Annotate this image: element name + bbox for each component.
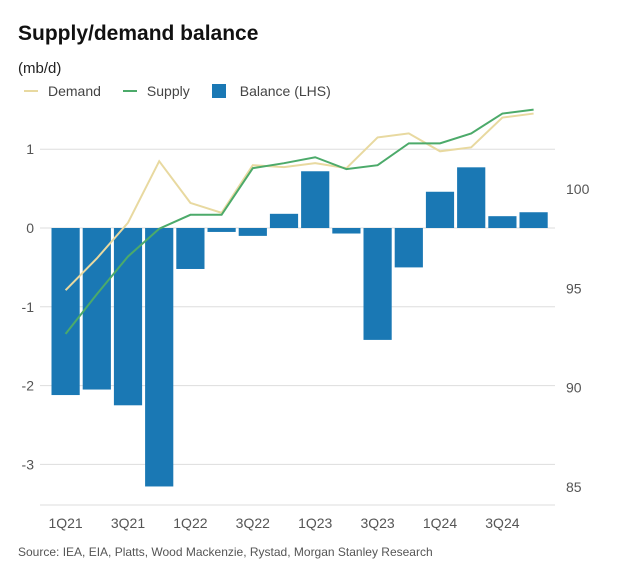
balance-bar (332, 228, 361, 234)
x-tick-label: 3Q24 (485, 515, 519, 531)
chart-title: Supply/demand balance (18, 22, 259, 45)
legend-item-supply: Supply (122, 83, 190, 99)
balance-bar (269, 213, 299, 228)
balance-bar (145, 228, 174, 487)
demand-swatch (24, 90, 38, 92)
balance-bar (394, 228, 423, 268)
balance-bar (51, 228, 80, 396)
balance-bar (176, 228, 205, 269)
right-tick-label: 90 (566, 380, 582, 396)
legend-item-demand: Demand (24, 83, 101, 99)
left-tick-label: -3 (22, 456, 35, 472)
x-tick-label: 3Q23 (360, 515, 394, 531)
left-tick-label: 0 (26, 220, 34, 236)
balance-bar (425, 191, 455, 228)
balance-bar (363, 228, 392, 340)
source-note: Source: IEA, EIA, Platts, Wood Mackenzie… (18, 545, 433, 559)
balance-bar (301, 171, 330, 228)
legend-label: Supply (146, 83, 190, 99)
unit-label: (mb/d) (18, 60, 62, 77)
legend-label: Demand (48, 83, 101, 99)
x-tick-label: 3Q21 (111, 515, 145, 531)
left-tick-label: -2 (22, 378, 35, 394)
balance-bar (207, 228, 236, 232)
demand-line (64, 112, 534, 291)
supply-swatch (122, 90, 137, 92)
right-tick-label: 85 (566, 479, 582, 495)
balance-bar (519, 212, 548, 228)
legend-label: Balance (LHS) (239, 83, 331, 99)
balance-bar (82, 228, 111, 390)
x-tick-label: 1Q23 (298, 515, 332, 531)
right-tick-label: 95 (566, 280, 582, 296)
supply-line (64, 108, 534, 335)
balance-bar (238, 228, 267, 236)
x-tick-label: 3Q22 (236, 515, 270, 531)
balance-bar (457, 167, 486, 228)
balance-bar (113, 228, 143, 406)
balance-bar (488, 216, 517, 228)
left-tick-label: 1 (26, 141, 34, 157)
right-tick-label: 100 (566, 181, 590, 197)
x-tick-label: 1Q21 (48, 515, 82, 531)
balance-swatch (211, 84, 226, 98)
legend: Demand Supply Balance (LHS) (24, 83, 353, 99)
x-tick-label: 1Q24 (423, 515, 457, 531)
x-tick-label: 1Q22 (173, 515, 207, 531)
legend-item-balance: Balance (LHS) (211, 83, 331, 99)
left-tick-label: -1 (22, 299, 35, 315)
